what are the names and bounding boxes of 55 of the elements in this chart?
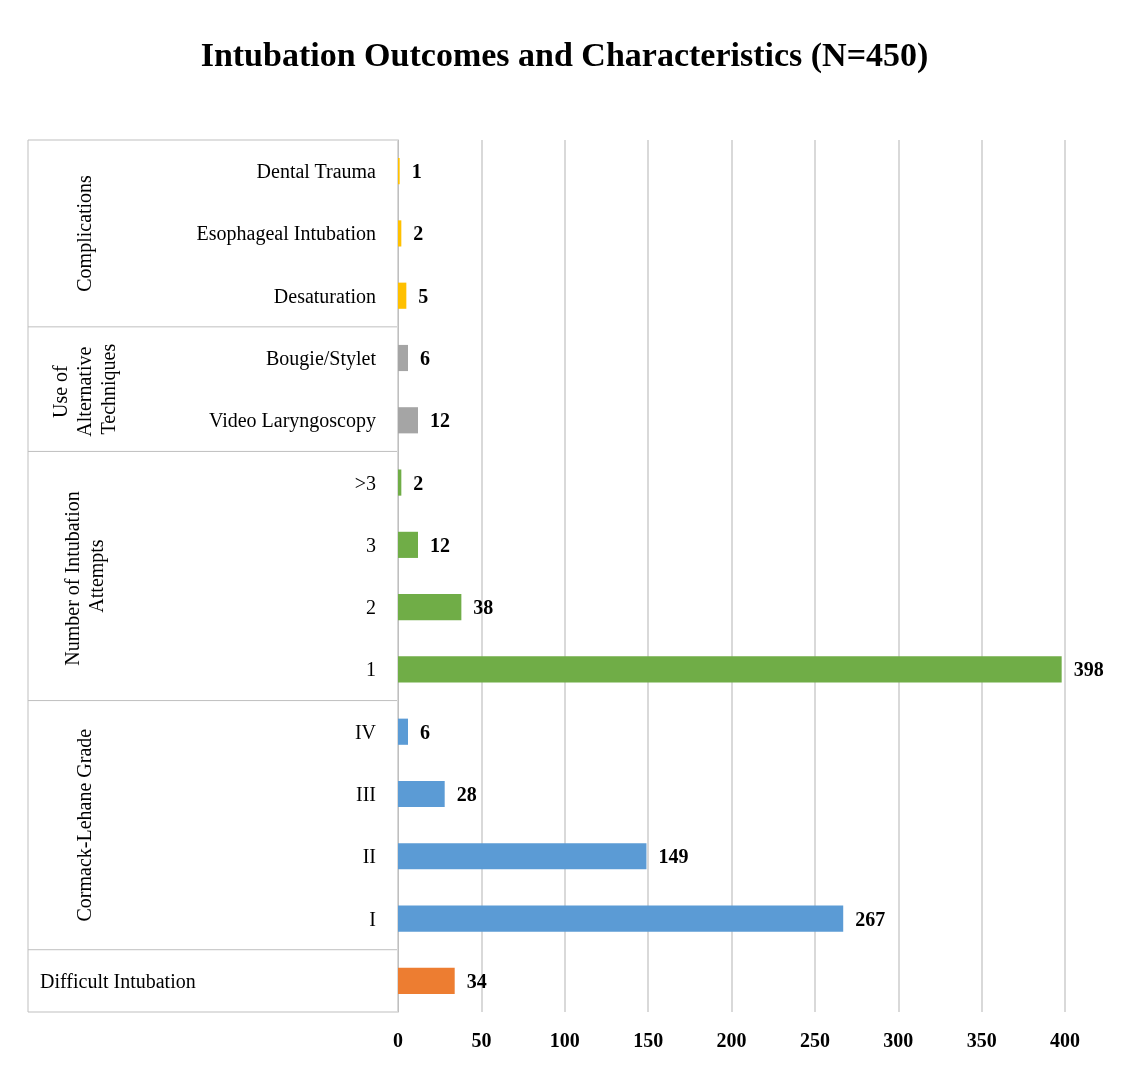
data-label: 398 bbox=[1073, 658, 1104, 681]
data-label: 38 bbox=[473, 596, 494, 619]
bar bbox=[398, 656, 1062, 683]
data-label: 12 bbox=[430, 533, 451, 556]
x-tick-label: 300 bbox=[883, 1029, 914, 1051]
text: Difficult Intubation bbox=[40, 969, 196, 992]
bar bbox=[398, 718, 409, 745]
bar bbox=[398, 407, 419, 434]
data-label: 6 bbox=[420, 347, 431, 369]
y-tick-label: 1 bbox=[366, 658, 376, 681]
data-label: 1 bbox=[411, 160, 422, 183]
x-tick-label: 50 bbox=[471, 1029, 492, 1051]
data-label: 12 bbox=[430, 409, 451, 432]
y-tick-label: II bbox=[362, 845, 376, 868]
y-tick-label: III bbox=[356, 783, 376, 805]
y-tick-label: >3 bbox=[354, 471, 376, 494]
chart-title: Intubation Outcomes and Characteristics (N=450) bbox=[200, 35, 929, 74]
bar bbox=[398, 843, 647, 870]
text: Cormack-Lehane Grade bbox=[73, 728, 95, 922]
data-label: 34 bbox=[466, 969, 487, 992]
x-tick-label: 250 bbox=[799, 1029, 830, 1051]
y-tick-label: Video Laryngoscopy bbox=[208, 409, 376, 433]
y-tick-label: I bbox=[369, 907, 376, 930]
data-label: 267 bbox=[855, 907, 886, 930]
x-tick-label: 100 bbox=[549, 1029, 580, 1051]
data-label: 2 bbox=[413, 471, 424, 494]
data-label: 5 bbox=[418, 284, 429, 307]
text: Use of Alternative Techniques bbox=[49, 341, 120, 437]
bar bbox=[398, 905, 844, 932]
y-tick-label: Dental Trauma bbox=[256, 160, 377, 183]
bar bbox=[398, 594, 462, 621]
bar bbox=[398, 344, 409, 372]
data-label: 28 bbox=[456, 783, 477, 805]
bar bbox=[398, 282, 407, 309]
x-tick-label: 350 bbox=[966, 1029, 997, 1051]
y-tick-label: Bougie/Stylet bbox=[266, 347, 377, 370]
x-tick-label: 400 bbox=[1050, 1029, 1080, 1051]
data-label: 149 bbox=[658, 845, 689, 868]
bar bbox=[398, 780, 445, 808]
y-tick-label: Esophageal Intubation bbox=[196, 222, 376, 246]
data-label: 6 bbox=[420, 720, 431, 743]
bar bbox=[398, 531, 419, 558]
text: Number of Intubation Attempts bbox=[61, 486, 108, 666]
y-tick-label: Desaturation bbox=[273, 284, 376, 307]
y-tick-label: 3 bbox=[366, 533, 376, 556]
data-label: 2 bbox=[413, 222, 424, 245]
y-tick-label: IV bbox=[354, 720, 377, 743]
bar bbox=[398, 967, 455, 994]
text: Complications bbox=[73, 174, 96, 292]
x-tick-label: 0 bbox=[393, 1029, 403, 1051]
bar bbox=[398, 469, 402, 496]
y-tick-label: 2 bbox=[366, 596, 376, 619]
x-tick-label: 200 bbox=[716, 1029, 747, 1051]
bar bbox=[398, 220, 402, 247]
x-tick-label: 150 bbox=[633, 1029, 664, 1051]
